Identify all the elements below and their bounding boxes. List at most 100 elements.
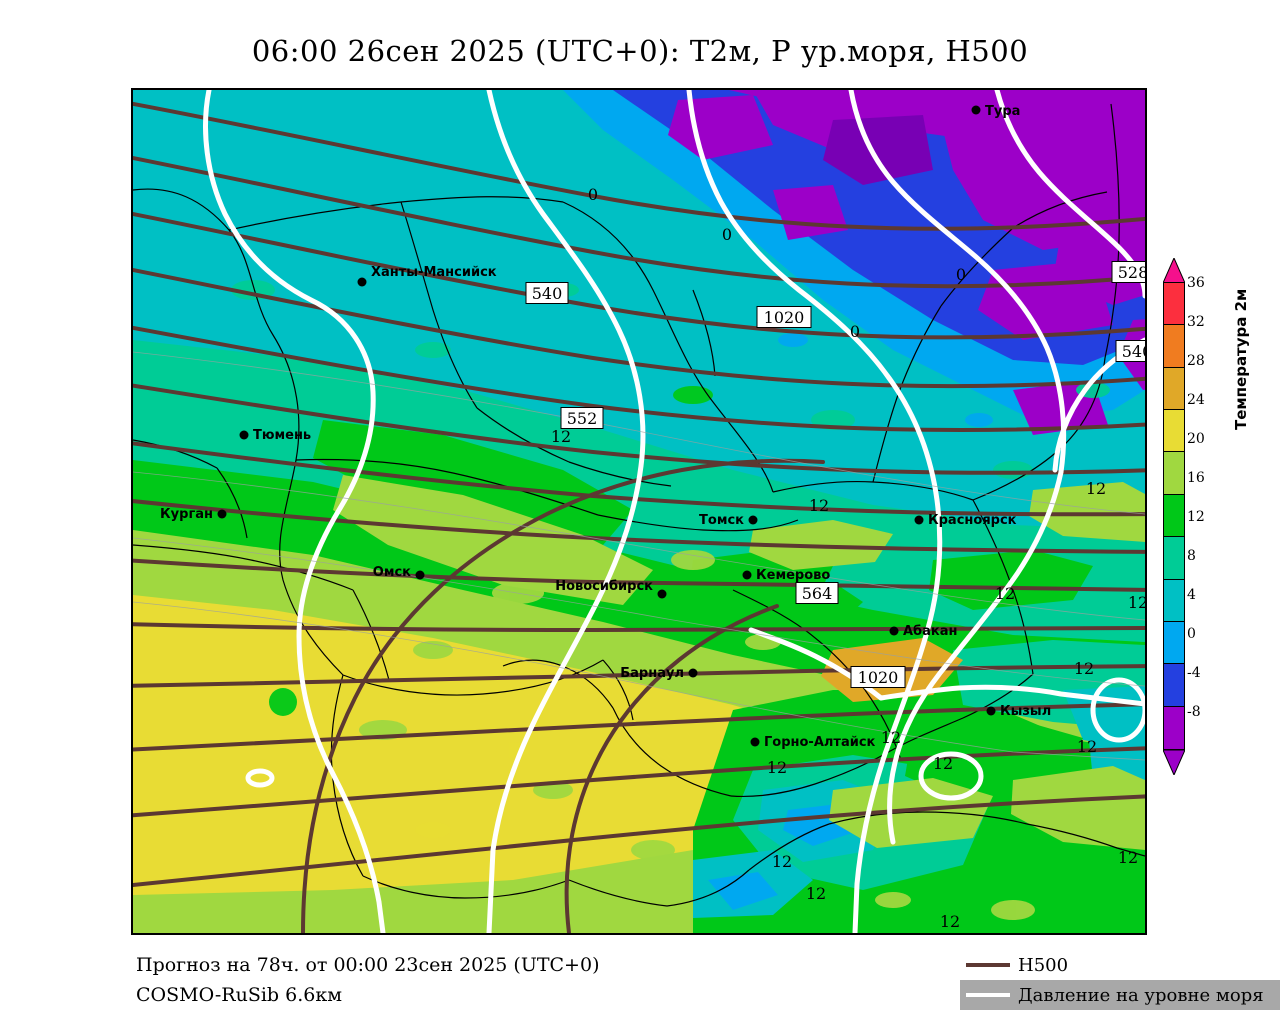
- city-dot[interactable]: [889, 626, 899, 636]
- isotherm-label: 12: [940, 912, 960, 931]
- colorbar-tick: 20: [1187, 431, 1205, 447]
- isotherm-label: 12: [1086, 479, 1106, 498]
- colorbar-tick: 28: [1187, 353, 1205, 369]
- city-label: Тура: [985, 104, 1020, 119]
- city-dot[interactable]: [914, 515, 924, 525]
- city-dot[interactable]: [415, 570, 425, 580]
- city-dot[interactable]: [217, 509, 227, 519]
- city-label: Барнаул: [620, 666, 684, 681]
- svg-text:552: 552: [567, 409, 598, 428]
- contour-label: 1020: [850, 666, 906, 688]
- svg-text:564: 564: [802, 584, 833, 603]
- city-marker[interactable]: Новосибирск: [555, 579, 667, 599]
- colorbar-segment: [1164, 537, 1184, 580]
- legend-item-h500: H500: [960, 950, 1280, 980]
- colorbar-segments: [1163, 282, 1185, 750]
- city-label: Красноярск: [928, 513, 1017, 528]
- city-marker[interactable]: Курган: [160, 507, 227, 522]
- city-dot[interactable]: [742, 570, 752, 580]
- contour-label: 540: [525, 282, 569, 304]
- city-marker[interactable]: Барнаул: [620, 666, 698, 681]
- city-dot[interactable]: [657, 589, 667, 599]
- temperature-field: [133, 90, 1145, 933]
- city-marker[interactable]: Томск: [699, 513, 758, 528]
- city-marker[interactable]: Тюмень: [239, 428, 312, 443]
- colorbar-tick: 36: [1187, 275, 1205, 291]
- isotherm-label: 0: [956, 265, 966, 284]
- pressure-contours: [203, 90, 1145, 933]
- city-marker[interactable]: Кызыл: [986, 704, 1052, 719]
- map-canvas[interactable]: 52854010205405525525641020 0000012121212…: [133, 90, 1145, 933]
- legend-label-h500: H500: [1018, 954, 1069, 976]
- colorbar-segment: [1164, 706, 1184, 749]
- city-dot[interactable]: [986, 706, 996, 716]
- footer: Прогноз на 78ч. от 00:00 23сен 2025 (UTC…: [136, 950, 599, 1010]
- city-dot[interactable]: [971, 105, 981, 115]
- city-marker[interactable]: Красноярск: [914, 513, 1017, 528]
- isotherm-label: 0: [850, 322, 860, 341]
- contour-label: 552: [560, 407, 604, 429]
- svg-text:540: 540: [532, 284, 563, 303]
- colorbar-tick: 24: [1187, 392, 1205, 408]
- city-marker[interactable]: Горно-Алтайск: [750, 735, 876, 750]
- colorbar-segment: [1164, 325, 1184, 368]
- colorbar-segment: [1164, 367, 1184, 411]
- isotherm-label: 12: [551, 427, 571, 446]
- isotherm-label: 12: [933, 754, 953, 773]
- svg-text:1020: 1020: [764, 308, 805, 327]
- colorbar-tick: -4: [1187, 665, 1201, 681]
- contour-label: 1020: [756, 306, 812, 328]
- isotherm-label: 12: [995, 584, 1015, 603]
- map-legend: H500 Давление на уровне моря: [960, 950, 1280, 1010]
- colorbar-tick: 32: [1187, 314, 1205, 330]
- city-label: Горно-Алтайск: [764, 735, 876, 750]
- city-label: Омск: [373, 565, 411, 580]
- contour-label: 540: [1115, 340, 1145, 362]
- colorbar-tick: 4: [1187, 587, 1196, 603]
- colorbar-segment: [1164, 621, 1184, 665]
- city-markers[interactable]: Тура Ханты-Мансийск Тюмень Курган Томск Красн…: [160, 104, 1051, 750]
- legend-swatch-pressure: [966, 993, 1010, 997]
- isotherm-label: 0: [588, 185, 598, 204]
- city-dot[interactable]: [750, 737, 760, 747]
- legend-item-pressure: Давление на уровне моря: [960, 980, 1280, 1010]
- colorbar-over-arrow: [1163, 258, 1185, 283]
- colorbar-segment: [1164, 452, 1184, 495]
- city-label: Кызыл: [1000, 704, 1051, 719]
- city-marker[interactable]: Абакан: [889, 624, 958, 639]
- isotherm-label: 12: [806, 884, 826, 903]
- city-label: Курган: [160, 507, 213, 522]
- isotherm-label: 12: [772, 852, 792, 871]
- colorbar-segment: [1164, 494, 1184, 538]
- colorbar-axis-label: Температура 2м: [1232, 288, 1250, 430]
- city-marker[interactable]: Ханты-Мансийск: [357, 265, 497, 287]
- weather-map[interactable]: 52854010205405525525641020 0000012121212…: [131, 88, 1147, 935]
- city-dot[interactable]: [748, 515, 758, 525]
- isotherm-hairlines: [133, 351, 1145, 761]
- city-dot[interactable]: [357, 277, 367, 287]
- isotherm-label: 0: [722, 225, 732, 244]
- city-marker[interactable]: Кемерово: [742, 568, 831, 583]
- city-dot[interactable]: [688, 668, 698, 678]
- city-dot[interactable]: [239, 430, 249, 440]
- city-label: Кемерово: [756, 568, 830, 583]
- city-marker[interactable]: Тура: [971, 104, 1021, 119]
- city-marker[interactable]: Омск: [373, 565, 425, 580]
- isotherm-label: 12: [1077, 737, 1097, 756]
- isotherm-label: 12: [881, 728, 901, 747]
- city-label: Новосибирск: [555, 579, 653, 594]
- colorbar-segment: [1164, 283, 1184, 326]
- city-label: Томск: [699, 513, 744, 528]
- city-label: Абакан: [903, 624, 958, 639]
- colorbar-under-arrow: [1163, 750, 1185, 775]
- contour-label: 564: [795, 582, 839, 604]
- svg-text:540: 540: [1122, 342, 1145, 361]
- colorbar-segment: [1164, 410, 1184, 453]
- contour-value-labels-boxed: 52854010205405525525641020: [525, 261, 1145, 688]
- colorbar-segment: [1164, 664, 1184, 707]
- isotherm-label: 12: [1074, 659, 1094, 678]
- city-label: Тюмень: [253, 428, 311, 443]
- colorbar-tick: 16: [1187, 470, 1205, 486]
- page-title: 06:00 26сен 2025 (UTC+0): T2м, P ур.моря…: [251, 34, 1029, 68]
- legend-swatch-h500: [966, 963, 1010, 967]
